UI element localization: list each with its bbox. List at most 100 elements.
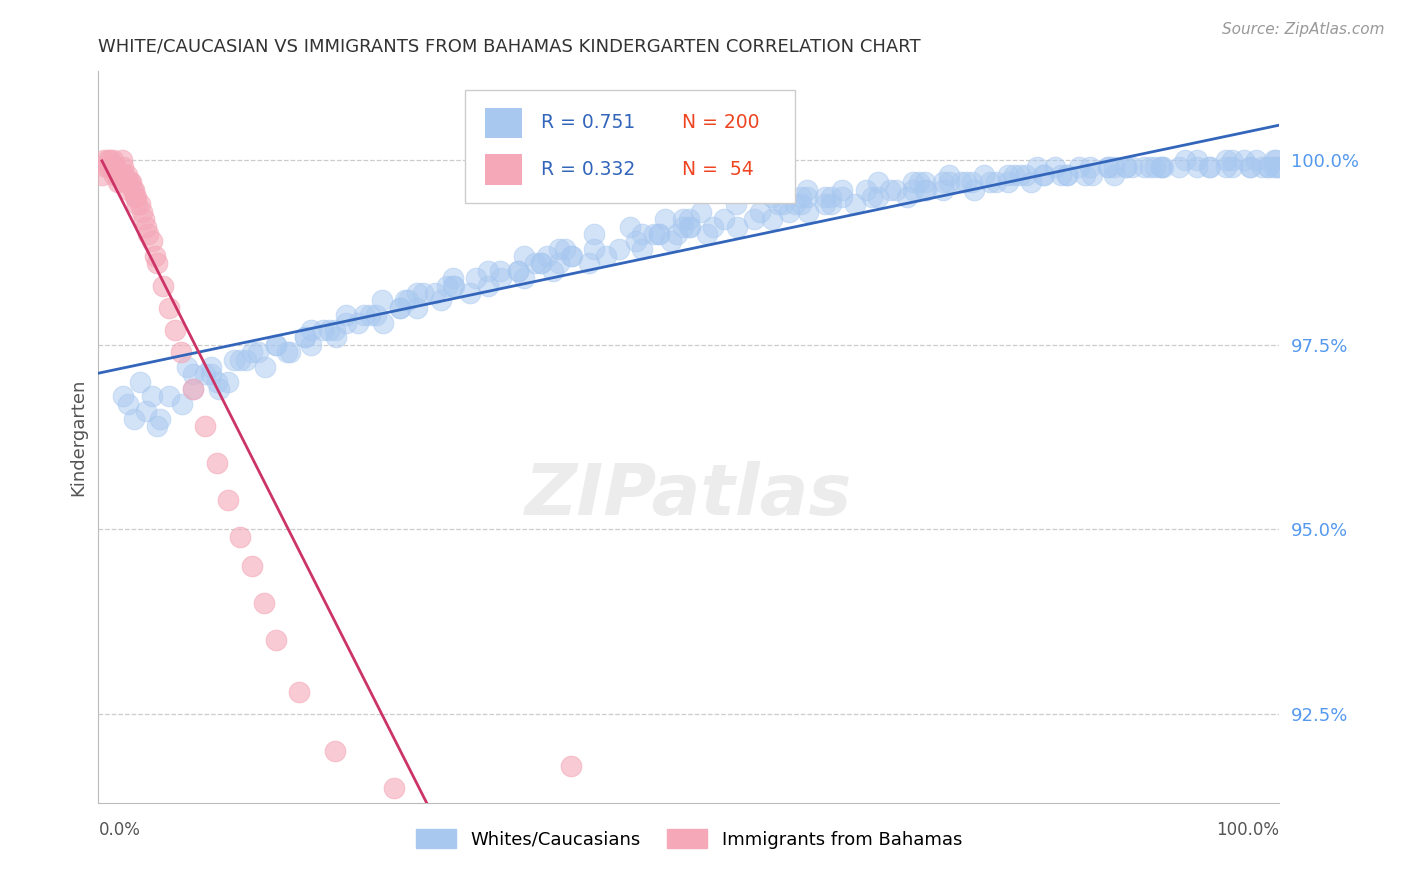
- Point: [1257, 161, 1279, 175]
- Point: [796, 183, 818, 197]
- Point: [884, 183, 907, 197]
- Point: [679, 219, 702, 234]
- Point: [388, 301, 411, 315]
- Point: [914, 183, 936, 197]
- Point: [678, 212, 700, 227]
- Point: [114, 175, 136, 189]
- Point: [1239, 161, 1261, 175]
- Point: [117, 397, 139, 411]
- Point: [205, 456, 228, 470]
- Point: [141, 389, 163, 403]
- Point: [548, 256, 571, 270]
- Point: [962, 183, 984, 197]
- Text: ZIPatlas: ZIPatlas: [526, 461, 852, 530]
- Text: N = 200: N = 200: [682, 113, 759, 133]
- Point: [335, 316, 357, 330]
- Point: [666, 227, 689, 241]
- Point: [359, 308, 381, 322]
- Point: [120, 175, 142, 189]
- Point: [278, 345, 301, 359]
- Point: [388, 301, 411, 315]
- Point: [110, 168, 132, 182]
- Point: [742, 212, 765, 227]
- Point: [127, 197, 149, 211]
- Point: [128, 197, 150, 211]
- Point: [583, 227, 606, 241]
- Point: [465, 271, 488, 285]
- Point: [477, 278, 499, 293]
- Point: [831, 190, 853, 204]
- Point: [1097, 161, 1119, 175]
- Point: [548, 242, 571, 256]
- Point: [240, 559, 263, 574]
- Point: [979, 175, 1001, 189]
- Point: [1008, 168, 1031, 182]
- Point: [176, 359, 198, 374]
- Point: [659, 235, 682, 249]
- Point: [785, 197, 807, 211]
- Point: [797, 204, 820, 219]
- Point: [643, 227, 665, 241]
- Point: [1250, 161, 1272, 175]
- Point: [648, 227, 671, 241]
- Point: [561, 249, 583, 263]
- Bar: [485, 108, 523, 138]
- Point: [1032, 168, 1054, 182]
- Point: [91, 168, 114, 182]
- Point: [235, 352, 257, 367]
- Point: [364, 308, 387, 322]
- Point: [149, 411, 172, 425]
- Point: [512, 249, 534, 263]
- Point: [1102, 168, 1125, 182]
- Point: [630, 227, 652, 241]
- Point: [619, 219, 641, 234]
- Point: [430, 293, 453, 308]
- Point: [997, 175, 1019, 189]
- Point: [143, 249, 166, 263]
- Point: [725, 219, 748, 234]
- Point: [1263, 161, 1285, 175]
- Point: [1097, 161, 1119, 175]
- Point: [1267, 161, 1289, 175]
- Point: [318, 323, 340, 337]
- Point: [107, 175, 129, 189]
- Point: [630, 242, 652, 256]
- Point: [914, 175, 936, 189]
- Point: [100, 161, 122, 175]
- Point: [955, 175, 977, 189]
- Point: [1050, 168, 1073, 182]
- Point: [1033, 168, 1056, 182]
- Point: [1132, 161, 1154, 175]
- Point: [108, 168, 131, 182]
- Point: [1198, 161, 1220, 175]
- Point: [194, 368, 217, 382]
- Point: [141, 235, 163, 249]
- Point: [264, 337, 287, 351]
- Point: [194, 419, 217, 434]
- Point: [855, 183, 877, 197]
- Text: Source: ZipAtlas.com: Source: ZipAtlas.com: [1222, 22, 1385, 37]
- Point: [583, 242, 606, 256]
- Point: [1174, 153, 1197, 167]
- Point: [973, 168, 995, 182]
- Point: [949, 175, 972, 189]
- Text: 0.0%: 0.0%: [98, 822, 141, 839]
- Point: [814, 197, 837, 211]
- Point: [796, 190, 818, 204]
- Point: [172, 397, 194, 411]
- Point: [896, 190, 918, 204]
- Point: [441, 278, 464, 293]
- Point: [217, 492, 239, 507]
- Point: [831, 183, 853, 197]
- Point: [1056, 168, 1078, 182]
- Point: [761, 212, 783, 227]
- Point: [93, 153, 115, 167]
- Point: [371, 316, 394, 330]
- Point: [276, 345, 298, 359]
- Point: [112, 168, 135, 182]
- Point: [121, 183, 143, 197]
- Point: [382, 780, 405, 795]
- Point: [396, 293, 419, 308]
- Point: [97, 153, 120, 167]
- Point: [725, 197, 748, 211]
